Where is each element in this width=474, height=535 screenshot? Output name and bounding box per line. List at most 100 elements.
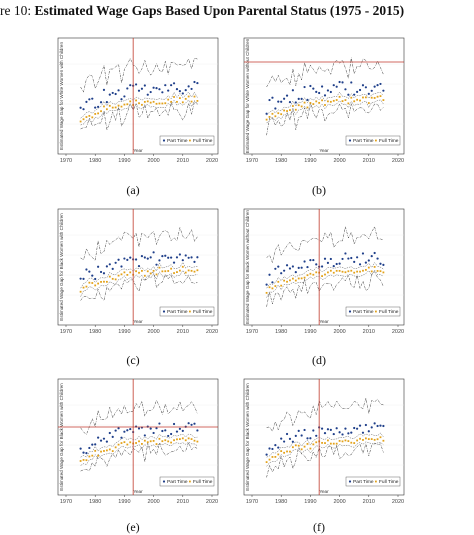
panel-a-part-time-point <box>140 87 144 90</box>
panel-f-full-time-point <box>289 450 291 453</box>
panel-b-part-time-point <box>283 97 286 100</box>
panel-e-full-time-point <box>176 438 178 441</box>
panel-b-part-time-point <box>294 101 297 104</box>
panel-d-part-time-point <box>367 259 370 262</box>
panel-b-full-time-point <box>359 99 361 102</box>
panel-d-part-time-point <box>344 252 347 255</box>
panel-d-full-time-point <box>362 269 364 272</box>
panel-e-full-time-point <box>114 446 117 449</box>
panel-a-part-time-point <box>175 87 179 91</box>
panel-e-full-time-point <box>184 439 187 442</box>
panel-c-full-ci-upper-line <box>80 261 198 289</box>
panel-c-full-time-point <box>138 271 140 274</box>
panel-f-legend-part-label: Part Time <box>353 479 374 485</box>
panel-b-ci-lower-line <box>266 102 384 136</box>
panel-d-full-time-point <box>277 280 280 283</box>
panel-a-full-time-point <box>193 95 196 98</box>
panel-f-part-time-point <box>326 428 330 431</box>
panel-c-full-time-point <box>123 271 126 274</box>
panel-f-part-time-point <box>358 424 362 427</box>
panel-e-xtick-label-0: 1970 <box>60 499 72 505</box>
panel-a-part-time-point <box>184 89 187 92</box>
panel-b-full-time-point <box>303 101 306 104</box>
panel-c-part-time-point <box>123 257 126 260</box>
panel-e-part-time-point <box>94 443 97 446</box>
panel-a-part-time-point <box>99 101 103 104</box>
panel-f-xtick-label-1: 1980 <box>275 499 287 505</box>
panel-b-part-time-point <box>274 107 277 110</box>
panel-c-part-time-point <box>91 274 94 277</box>
panel-a-full-time-point <box>152 100 155 103</box>
panel-c-part-time-point <box>196 256 199 259</box>
panel-a-full-time-point <box>100 110 102 113</box>
panel-c-part-time-point <box>97 265 100 268</box>
panel-f-part-time-point <box>306 437 309 440</box>
panel-e-full-time-point <box>152 439 155 442</box>
panel-d-full-time-point <box>321 275 323 278</box>
panel-b-part-time-point <box>297 97 300 101</box>
panel-c: 1970 1980 1990 2000 2010 2020 Year Estimated Wa… <box>44 205 222 345</box>
panel-d-part-time-point <box>379 262 382 265</box>
panel-c-legend <box>159 306 215 317</box>
panel-a-full-time-point <box>97 112 100 115</box>
panel-b-part-time-point <box>373 85 376 88</box>
panel-b-full-time-point <box>382 99 385 101</box>
panel-c-plot: 1970 1980 1990 2000 2010 2020 Year Estimated Wa… <box>57 208 219 335</box>
panel-d-full-time-point <box>353 271 356 274</box>
panel-b-full-time-point <box>271 112 274 115</box>
panel-f-full-time-point <box>327 439 329 442</box>
panel-e-part-time-point <box>181 429 184 432</box>
panel-c-part-time-point <box>140 255 144 258</box>
panel-e-xtick-label-3: 2000 <box>147 499 159 505</box>
panel-a-part-time-point <box>114 92 117 96</box>
panel-b-xtick-label-2: 1990 <box>304 158 316 164</box>
panel-b-full-time-point <box>274 115 277 118</box>
panel-a-full-time-point <box>143 100 146 103</box>
panel-a-full-time-point <box>120 105 123 108</box>
panel-e-full-time-point <box>108 448 111 451</box>
panel-a-full-time-point <box>138 102 140 105</box>
panel-b-part-time-point <box>356 90 359 93</box>
panel-b-xtick-label-0: 1970 <box>246 158 258 164</box>
panel-a-part-time-point <box>187 85 190 88</box>
panel-c-legend-full-label: Full Time <box>193 309 213 315</box>
panel-d-full-time-point <box>379 270 382 273</box>
panel-d-full-time-point <box>367 266 370 269</box>
panel-f-full-time-point <box>364 437 367 440</box>
panel-f-part-time-point <box>344 427 347 430</box>
panel-f-full-time-point <box>335 442 338 445</box>
panel-d-part-time-point <box>332 265 335 268</box>
panel-f-full-time-point <box>306 443 309 445</box>
panel-a-xlabel: Year <box>133 148 143 153</box>
panel-f-part-time-point <box>350 431 353 434</box>
panel-b-full-time-point <box>280 113 283 116</box>
panel-a-part-time-point <box>181 92 184 95</box>
panel-d-part-time-point <box>280 272 283 275</box>
panel-b-full-ci-lower-line <box>266 99 384 124</box>
panel-c-part-time-point <box>82 277 85 281</box>
panel-f-part-time-point <box>376 424 379 428</box>
panel-b-part-time-point <box>265 112 268 115</box>
panel-d-full-time-point <box>309 272 312 275</box>
panel-a-part-time-point <box>172 82 176 85</box>
panel-f-part-time-point <box>370 426 373 429</box>
panel-a-part-time-point <box>143 84 146 87</box>
panel-d-part-time-point <box>306 265 309 269</box>
panel-d-part-time-point <box>265 283 268 286</box>
panel-f-legend-full-marker <box>375 480 377 483</box>
panel-c-part-time-point <box>134 258 138 261</box>
panel-f-xlabel: Year <box>319 489 329 494</box>
panel-b-legend-full-marker <box>375 139 377 142</box>
panel-d-part-time-point <box>274 267 277 270</box>
panel-c-full-time-point <box>97 282 100 285</box>
panel-e-ylabel: Estimated Wage Gap for Black Women with … <box>59 383 64 491</box>
panel-e-full-time-point <box>141 443 143 445</box>
panel-f-full-time-point <box>315 441 318 444</box>
panel-e-ci-upper-line <box>80 399 198 435</box>
panel-f-full-time-point <box>268 458 271 461</box>
panel-e-full-time-point <box>117 443 120 446</box>
panel-c-full-time-point <box>82 286 85 289</box>
panel-c-full-time-point <box>196 269 199 272</box>
panel-f-part-time-point <box>382 424 385 428</box>
panel-f-xtick-label-4: 2010 <box>363 499 375 505</box>
